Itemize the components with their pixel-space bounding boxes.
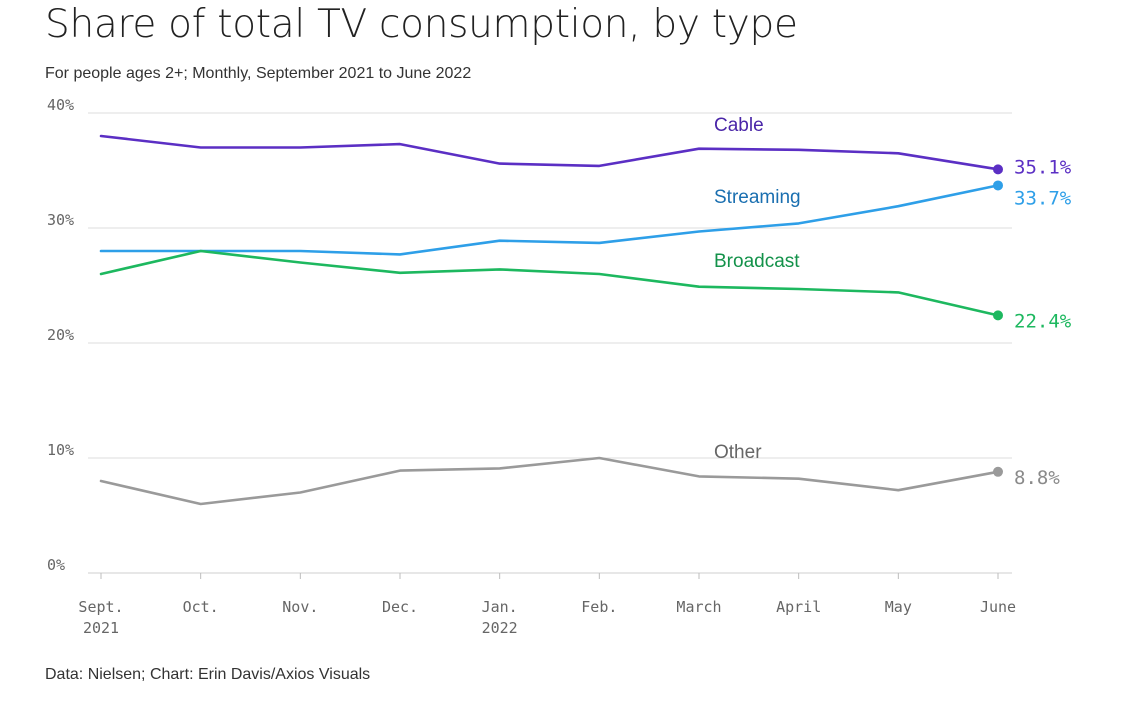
x-tick-label: Feb.: [581, 598, 617, 616]
other-series-line: [99, 456, 1000, 506]
streaming-end-value-label: 33.7%: [1014, 187, 1072, 209]
broadcast-series-label: Broadcast: [714, 251, 800, 272]
y-tick-label: 10%: [47, 441, 74, 459]
x-tick-year-label: 2022: [482, 619, 518, 637]
other-series-label: Other: [714, 442, 762, 463]
x-tick-label: April: [776, 598, 821, 616]
x-tick-label: June: [980, 598, 1016, 616]
broadcast-series-line: [99, 249, 1000, 317]
broadcast-end-value-label: 22.4%: [1014, 310, 1072, 332]
chart-source: Data: Nielsen; Chart: Erin Davis/Axios V…: [45, 666, 371, 683]
chart-title: Share of total TV consumption, by type: [45, 2, 798, 47]
y-tick-label: 30%: [47, 211, 74, 229]
cable-end-point: [993, 164, 1003, 175]
y-tick-label: 20%: [47, 326, 74, 344]
x-tick-label: Oct.: [183, 598, 219, 616]
x-tick-label: Sept.: [78, 598, 123, 616]
x-tick-label: March: [676, 598, 721, 616]
cable-series-line: [99, 134, 1000, 171]
cable-series-label: Cable: [714, 115, 764, 136]
x-tick-label: Dec.: [382, 598, 418, 616]
y-tick-label: 40%: [47, 96, 74, 114]
broadcast-end-point: [993, 310, 1003, 321]
x-tick-label: Nov.: [282, 598, 318, 616]
x-tick-label: Jan.: [482, 598, 518, 616]
streaming-series-label: Streaming: [714, 187, 801, 208]
streaming-end-point: [993, 180, 1003, 191]
y-tick-label: 0%: [47, 556, 65, 574]
streaming-series-line: [99, 184, 1000, 256]
cable-end-value-label: 35.1%: [1014, 156, 1072, 178]
x-tick-label: May: [885, 598, 912, 616]
other-end-point: [993, 466, 1003, 477]
other-end-value-label: 8.8%: [1014, 467, 1060, 489]
chart-subtitle: For people ages 2+; Monthly, September 2…: [45, 65, 472, 82]
x-tick-year-label: 2021: [83, 619, 119, 637]
